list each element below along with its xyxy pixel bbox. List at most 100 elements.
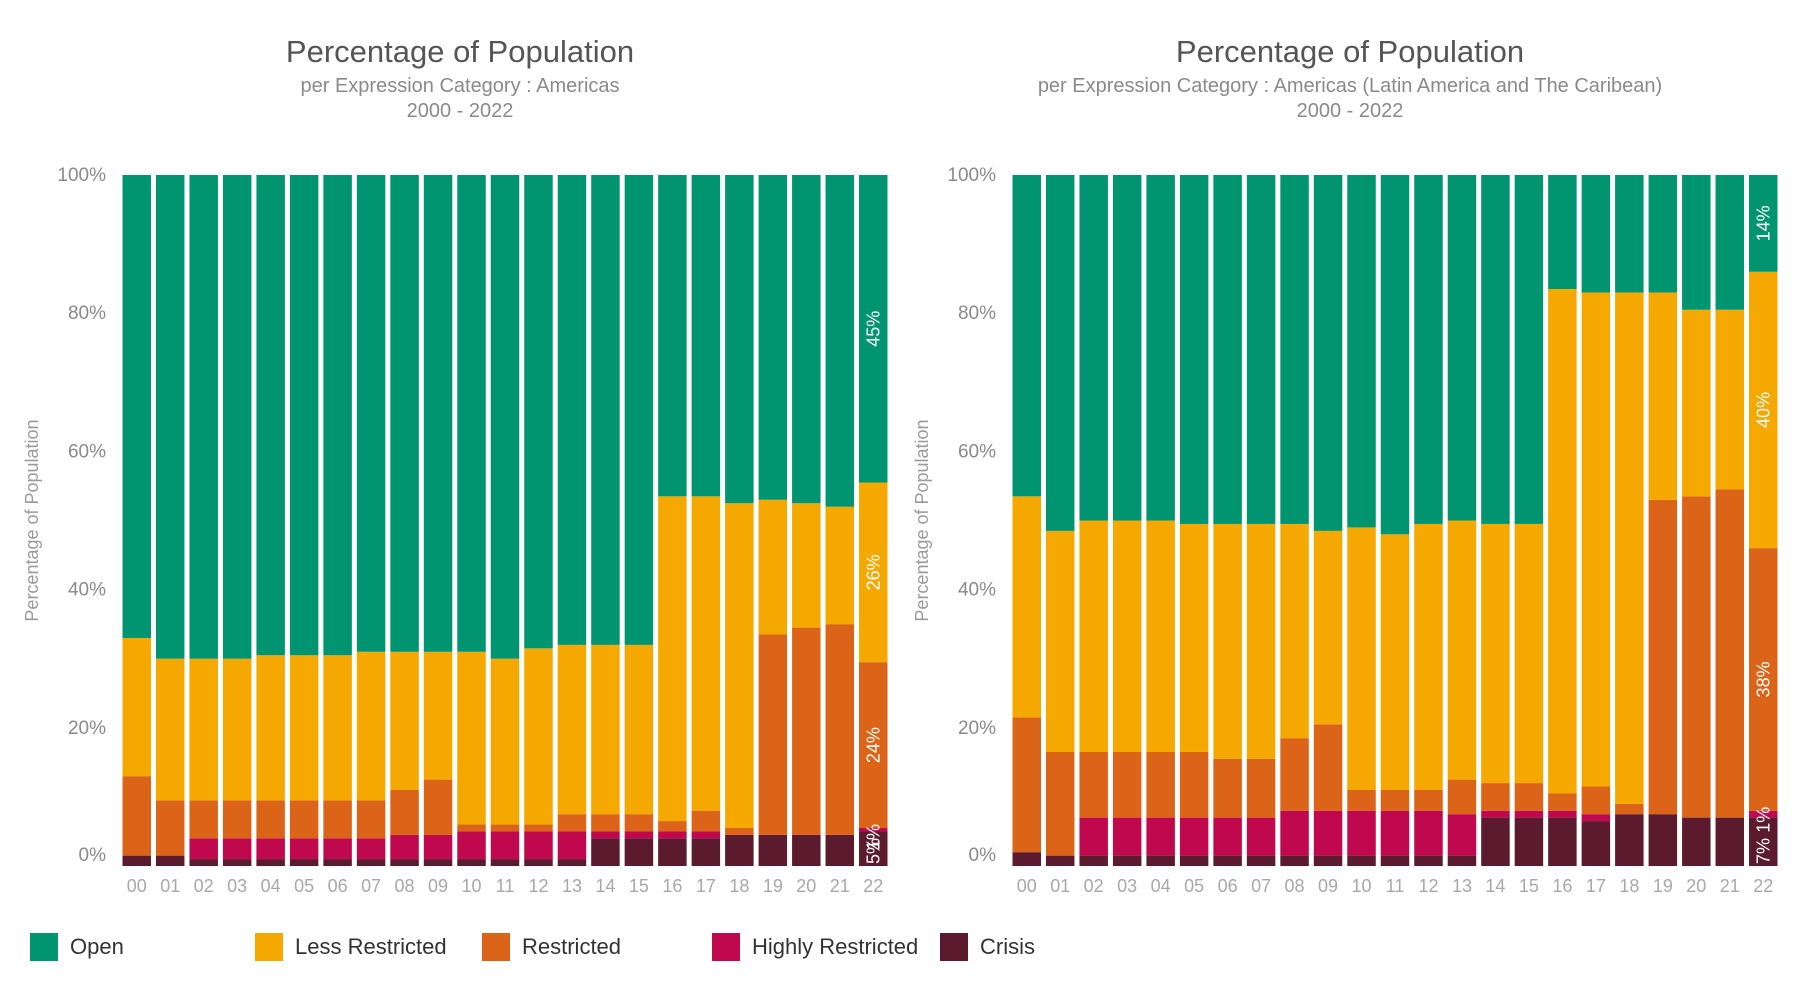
bar-segment-crisis bbox=[1246, 855, 1276, 866]
bar-segment-highly-restricted bbox=[524, 831, 553, 860]
bar-segment-less-restricted bbox=[1615, 292, 1644, 804]
bar-segment-restricted bbox=[1246, 758, 1276, 818]
bar-segment-highly-restricted bbox=[457, 831, 486, 860]
x-tick-label: 12 bbox=[528, 876, 548, 896]
bar-segment-restricted bbox=[1615, 803, 1644, 815]
x-tick-label: 07 bbox=[361, 876, 381, 896]
x-tick-label: 14 bbox=[1485, 876, 1505, 896]
bar-segment-less-restricted bbox=[557, 644, 587, 815]
data-label-open: 45% bbox=[863, 311, 883, 347]
y-tick-label: 0% bbox=[79, 845, 107, 866]
x-tick-label: 22 bbox=[1753, 876, 1773, 896]
bar-segment-less-restricted bbox=[1146, 520, 1175, 752]
x-tick-label: 01 bbox=[1050, 876, 1070, 896]
legend-swatch-crisis bbox=[940, 933, 968, 961]
bar-segment-restricted bbox=[1280, 738, 1309, 811]
bar-segment-less-restricted bbox=[1648, 292, 1678, 500]
legend-swatch-restricted bbox=[482, 933, 510, 961]
bar-segment-highly-restricted bbox=[1514, 810, 1544, 818]
x-tick-label: 03 bbox=[1117, 876, 1137, 896]
bar-segment-highly-restricted bbox=[1548, 810, 1577, 818]
x-tick-label: 16 bbox=[662, 876, 682, 896]
bar-segment-restricted bbox=[1548, 793, 1577, 811]
x-tick-label: 12 bbox=[1418, 876, 1438, 896]
bar-segment-restricted bbox=[1447, 779, 1477, 815]
bar-segment-restricted bbox=[1045, 751, 1075, 856]
bar-segment-highly-restricted bbox=[1380, 810, 1410, 856]
bar-segment-highly-restricted bbox=[256, 838, 285, 860]
bar-segment-open bbox=[457, 175, 486, 652]
data-label-restricted: 38% bbox=[1753, 661, 1773, 697]
bar-segment-less-restricted bbox=[725, 503, 754, 828]
bar-segment-open bbox=[490, 175, 520, 659]
bar-segment-restricted bbox=[557, 814, 587, 832]
bar-segment-open bbox=[1380, 175, 1410, 535]
chart-americas: Percentage of Population per Expression … bbox=[20, 0, 900, 900]
x-tick-label: 10 bbox=[1352, 876, 1372, 896]
bar-segment-restricted bbox=[256, 800, 285, 839]
bar-segment-open bbox=[1581, 175, 1611, 293]
bar-segment-restricted bbox=[1715, 489, 1745, 818]
bar-segment-restricted bbox=[1313, 724, 1343, 811]
bar-segment-open bbox=[658, 175, 687, 497]
bar-segment-crisis bbox=[1615, 814, 1644, 866]
bar-segment-highly-restricted bbox=[356, 838, 386, 860]
bar-segment-crisis bbox=[122, 855, 151, 866]
bar-segment-open bbox=[1615, 175, 1644, 293]
bar-segment-restricted bbox=[1514, 783, 1544, 811]
bar-segment-highly-restricted bbox=[624, 831, 654, 839]
legend-swatch-less-restricted bbox=[255, 933, 283, 961]
bar-segment-open bbox=[390, 175, 419, 652]
data-label-open: 14% bbox=[1753, 205, 1773, 241]
bar-segment-less-restricted bbox=[1414, 523, 1443, 790]
bar-segment-restricted bbox=[1380, 789, 1410, 811]
bar-segment-less-restricted bbox=[1715, 309, 1745, 490]
x-tick-label: 01 bbox=[160, 876, 180, 896]
bar-segment-less-restricted bbox=[591, 644, 620, 815]
bar-segment-highly-restricted bbox=[691, 831, 721, 839]
legend-swatch-open bbox=[30, 933, 58, 961]
x-tick-label: 13 bbox=[562, 876, 582, 896]
data-label-less-restricted: 40% bbox=[1753, 392, 1773, 428]
bar-segment-less-restricted bbox=[490, 658, 520, 825]
bar-segment-crisis bbox=[1313, 855, 1343, 866]
data-label-restricted: 24% bbox=[863, 727, 883, 763]
bar-segment-highly-restricted bbox=[1749, 810, 1778, 818]
bar-segment-less-restricted bbox=[390, 651, 419, 790]
y-tick-label: 60% bbox=[68, 441, 106, 462]
y-tick-label: 0% bbox=[969, 845, 997, 866]
x-tick-label: 17 bbox=[696, 876, 716, 896]
bar-segment-crisis bbox=[658, 838, 687, 866]
chart-latin-america-caribbean: Percentage of Population per Expression … bbox=[910, 0, 1790, 900]
x-tick-label: 18 bbox=[729, 876, 749, 896]
bar-segment-less-restricted bbox=[658, 496, 687, 822]
bar-segment-restricted bbox=[725, 828, 754, 835]
bar-segment-less-restricted bbox=[1380, 534, 1410, 790]
x-tick-label: 10 bbox=[462, 876, 482, 896]
y-tick-label: 80% bbox=[68, 303, 106, 324]
bar-segment-less-restricted bbox=[691, 496, 721, 811]
x-tick-label: 19 bbox=[1653, 876, 1673, 896]
bar-segment-crisis bbox=[490, 859, 520, 866]
bar-segment-highly-restricted bbox=[1246, 817, 1276, 856]
bar-segment-open bbox=[1045, 175, 1075, 531]
bar-segment-restricted bbox=[591, 814, 620, 832]
bar-segment-open bbox=[222, 175, 252, 659]
bar-segment-open bbox=[557, 175, 587, 645]
chart-plot-americas: Percentage of Population100%80%60%40%20%… bbox=[22, 165, 888, 896]
chart-title: Percentage of Population bbox=[1175, 34, 1525, 69]
bar-segment-highly-restricted bbox=[289, 838, 319, 860]
bar-segment-open bbox=[1481, 175, 1510, 524]
bar-segment-less-restricted bbox=[323, 655, 352, 801]
data-label-less-restricted: 26% bbox=[863, 554, 883, 590]
bar-segment-crisis bbox=[1012, 852, 1041, 866]
bar-segment-crisis bbox=[1414, 855, 1443, 866]
bar-segment-restricted bbox=[289, 800, 319, 839]
bar-segment-restricted bbox=[155, 800, 185, 856]
x-tick-label: 11 bbox=[1386, 876, 1405, 896]
bar-segment-highly-restricted bbox=[591, 831, 620, 839]
y-tick-label: 40% bbox=[68, 580, 106, 601]
bar-segment-restricted bbox=[222, 800, 252, 839]
bar-segment-open bbox=[1749, 175, 1778, 272]
bar-segment-open bbox=[758, 175, 788, 500]
